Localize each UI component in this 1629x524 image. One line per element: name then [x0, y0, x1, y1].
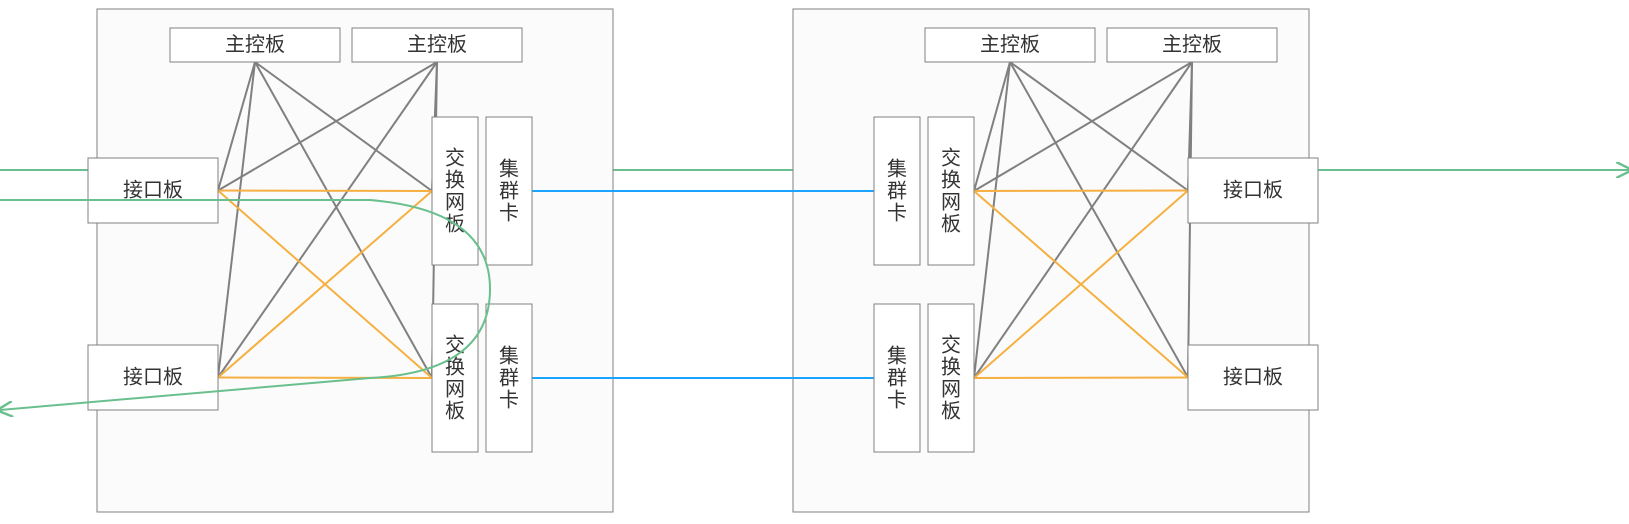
node-label: 接口板 [123, 179, 183, 202]
node-label: 交 [445, 334, 465, 357]
edge [974, 378, 1188, 379]
node-label: 交 [941, 147, 961, 170]
node-label: 主控板 [407, 33, 467, 56]
node-label: 网 [941, 379, 961, 401]
node-label: 集 [887, 345, 907, 368]
edge [974, 191, 1188, 192]
node-label: 集 [887, 158, 907, 181]
node-label: 主控板 [1162, 33, 1222, 56]
node-label: 交 [445, 147, 465, 170]
topology-diagram: 主控板主控板接口板接口板交换网板交换网板集群卡集群卡主控板主控板接口板接口板交换… [0, 0, 1629, 524]
node-label: 主控板 [980, 33, 1040, 56]
node-label: 主控板 [225, 33, 285, 56]
chassis [793, 9, 1309, 512]
node-label: 集 [499, 345, 519, 368]
node-label: 群 [499, 180, 519, 203]
node-label: 板 [445, 400, 465, 423]
node-label: 交 [941, 334, 961, 357]
node-label: 网 [941, 192, 961, 214]
node-label: 换 [445, 169, 465, 192]
node-label: 卡 [499, 202, 519, 225]
edge [218, 378, 432, 379]
node-label: 卡 [887, 202, 907, 225]
node-label: 群 [887, 367, 907, 390]
node-label: 群 [499, 367, 519, 390]
node-label: 网 [445, 192, 465, 214]
node-label: 接口板 [1223, 366, 1283, 389]
node-label: 网 [445, 379, 465, 401]
node-label: 换 [445, 356, 465, 379]
node-label: 接口板 [1223, 179, 1283, 202]
node-label: 集 [499, 158, 519, 181]
node-label: 卡 [499, 389, 519, 412]
node-label: 接口板 [123, 366, 183, 389]
node-label: 卡 [887, 389, 907, 412]
node-label: 换 [941, 356, 961, 379]
node-label: 换 [941, 169, 961, 192]
edge [218, 191, 432, 192]
chassis [97, 9, 613, 512]
node-label: 群 [887, 180, 907, 203]
node-label: 板 [941, 400, 961, 423]
node-label: 板 [941, 213, 961, 236]
